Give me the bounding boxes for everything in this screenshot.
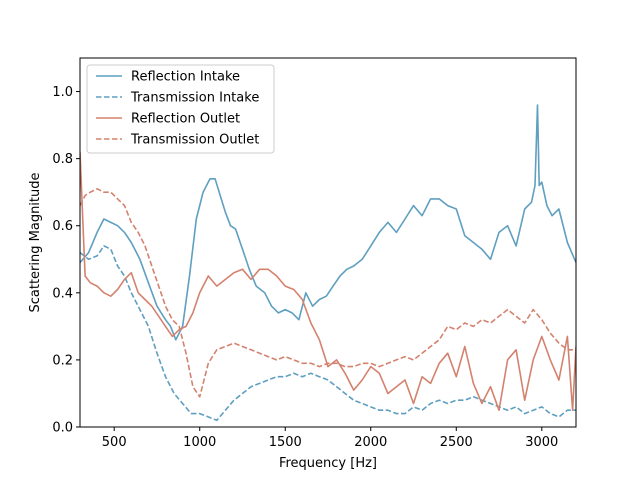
x-axis: 500 1000 1500 2000 2500 3000 xyxy=(102,427,558,450)
x-axis-label: Frequency [Hz] xyxy=(279,456,377,471)
y-tick-label: 0.6 xyxy=(52,219,73,234)
legend-label: Reflection Outlet xyxy=(131,112,240,127)
legend-label: Transmission Outlet xyxy=(130,133,259,148)
x-tick-label: 3000 xyxy=(525,435,558,450)
series-line-transmission-intake xyxy=(80,245,576,422)
x-tick-label: 2500 xyxy=(440,435,473,450)
y-axis-label: Scattering Magnitude xyxy=(28,172,43,312)
legend-box xyxy=(86,64,275,154)
y-tick-label: 0.0 xyxy=(52,421,73,436)
series-layer xyxy=(80,104,576,422)
legend-label: Transmission Intake xyxy=(130,91,259,106)
y-tick-label: 0.8 xyxy=(52,152,73,167)
y-tick-label: 1.0 xyxy=(52,85,73,100)
x-tick-label: 1000 xyxy=(183,435,216,450)
x-tick-label: 1500 xyxy=(269,435,302,450)
series-line-reflection-intake xyxy=(80,104,576,341)
series-line-reflection-outlet xyxy=(80,151,576,411)
x-tick-label: 500 xyxy=(102,435,127,450)
y-tick-label: 0.2 xyxy=(52,353,73,368)
series-line-transmission-outlet xyxy=(80,188,576,398)
legend: Reflection Intake Transmission Intake Refl… xyxy=(86,64,275,154)
y-tick-label: 0.4 xyxy=(52,286,73,301)
x-tick-label: 2000 xyxy=(354,435,387,450)
y-axis: 0.0 0.2 0.4 0.6 0.8 1.0 xyxy=(52,85,80,436)
plot-frame xyxy=(79,57,577,428)
legend-label: Reflection Intake xyxy=(131,70,240,85)
